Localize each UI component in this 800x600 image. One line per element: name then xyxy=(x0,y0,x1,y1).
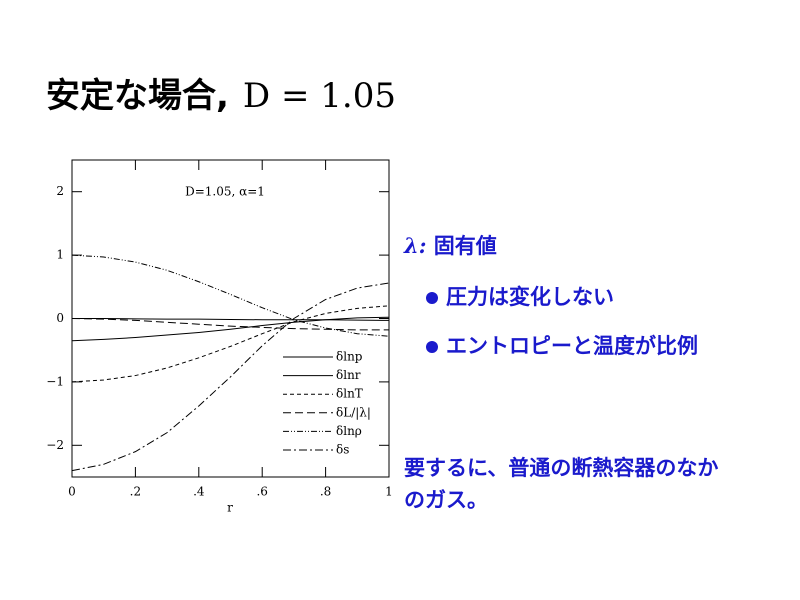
note: 要するに、普通の断熱容器のなかのガス。 xyxy=(404,456,719,512)
annotation: D=1.05, α=1 xyxy=(185,185,265,199)
x-tick-label: 1 xyxy=(385,485,393,499)
bullet-text: エントロピーと温度が比例 xyxy=(446,334,698,358)
legend-label: δlnr xyxy=(336,368,361,382)
heading: λ: 固有値 xyxy=(404,230,497,262)
title-math: D = 1.05 xyxy=(242,76,396,116)
x-axis-label: r xyxy=(227,501,233,515)
bullet: エントロピーと温度が比例 xyxy=(426,330,746,362)
legend-label: δlnp xyxy=(336,350,363,364)
data-line xyxy=(71,254,390,337)
x-tick-label: .2 xyxy=(130,485,141,499)
data-line xyxy=(71,282,390,472)
x-tick-label: 0 xyxy=(68,485,76,499)
x-tick-label: .8 xyxy=(320,485,331,499)
y-tick-label: 1 xyxy=(56,248,64,262)
legend-label: δlnT xyxy=(336,387,363,401)
title-text: 安定な場合, xyxy=(46,76,229,116)
bullet-dot xyxy=(426,341,438,353)
bullet: 圧力は変化しない xyxy=(426,281,736,313)
legend-label: δlnρ xyxy=(336,424,362,438)
x-tick-label: .6 xyxy=(256,485,267,499)
legend-label: δs xyxy=(336,443,349,457)
data-line xyxy=(71,318,389,331)
heading-symbol: λ: xyxy=(404,233,427,258)
slide-title: 安定な場合, D = 1.05 xyxy=(46,68,396,117)
x-tick-label: .4 xyxy=(193,485,205,499)
data-line xyxy=(71,305,390,383)
y-tick-label: 0 xyxy=(56,311,64,325)
heading-text: 固有値 xyxy=(433,234,497,258)
y-tick-label: −1 xyxy=(46,374,64,388)
data-line xyxy=(71,316,390,342)
bullet-dot xyxy=(426,292,438,304)
data-line xyxy=(72,318,390,321)
y-tick-label: −2 xyxy=(46,438,64,452)
legend-label: δL/|λ| xyxy=(336,405,371,419)
bullet-text: 圧力は変化しない xyxy=(446,285,614,309)
y-tick-label: 2 xyxy=(56,184,64,198)
